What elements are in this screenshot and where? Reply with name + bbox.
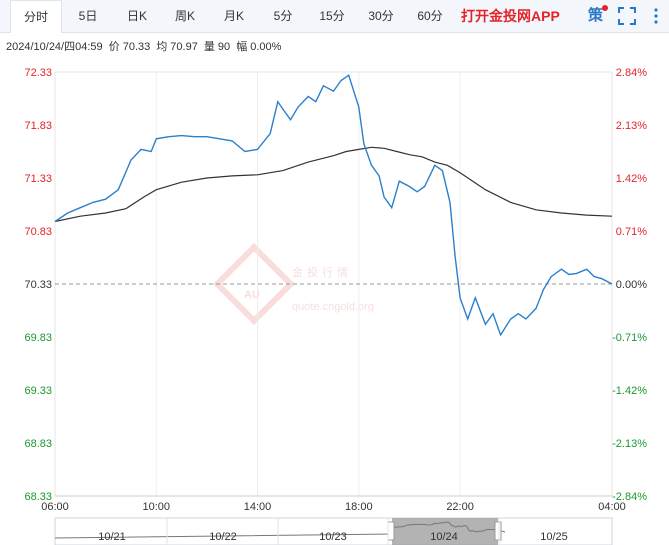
y-tick-label-left: 70.33 <box>24 279 52 291</box>
open-app-link[interactable]: 打开金投网APP <box>461 8 560 24</box>
chart-grid <box>54 71 613 497</box>
y-tick-label-left: 71.83 <box>24 120 52 132</box>
y-tick-label-right: 2.84% <box>616 67 647 79</box>
y-axis-right: 2.84% 2.13% 1.42% 0.71% 0.00% -0.71% -1.42% -2.… <box>612 67 647 503</box>
watermark-url: quote.cngold.org <box>292 301 374 313</box>
watermark: AU 金投行情 quote.cngold.org <box>212 242 374 326</box>
tab-30min[interactable]: 30分 <box>368 9 394 23</box>
y-tick-label-right: -2.84% <box>612 491 647 503</box>
y-tick-label-right: 0.71% <box>616 226 647 238</box>
watermark-name: 金投行情 <box>292 265 352 279</box>
navigator-track <box>54 517 613 545</box>
time-navigator[interactable]: 10/21 10/22 10/23 10/24 10/25 <box>54 517 613 545</box>
strategy-label: 策 <box>588 7 604 24</box>
y-axis-left: 72.33 71.83 71.33 70.83 70.33 69.83 69.33 68.83… <box>24 67 52 503</box>
navigator-date-label: 10/23 <box>319 531 347 543</box>
change-value: 0.00% <box>250 41 282 53</box>
navigator-handle-right <box>494 521 502 541</box>
x-tick-label: 18:00 <box>345 501 373 513</box>
navigator-handle-left <box>387 521 395 541</box>
avg-price-line <box>54 146 613 223</box>
tab-5min[interactable]: 5分 <box>273 9 293 23</box>
y-tick-label-right: 1.42% <box>616 173 647 185</box>
navigator-date-label: 10/21 <box>98 531 126 543</box>
price-line <box>54 74 613 337</box>
y-tick-label-left: 68.33 <box>24 491 52 503</box>
y-tick-label-left: 72.33 <box>24 67 52 79</box>
tab-weekly-k[interactable]: 周K <box>174 9 195 23</box>
navigator-date-label: 10/24 <box>430 531 458 543</box>
tab-15min[interactable]: 15分 <box>319 9 345 23</box>
volume-label: 量 <box>203 41 215 53</box>
quote-info-bar: 2024/10/24/四04:59 价 70.33 均 70.97 量 90 幅 0.0… <box>6 38 284 54</box>
y-tick-label-right: 0.00% <box>616 279 647 291</box>
x-tick-label: 22:00 <box>446 501 474 513</box>
vertical-dots-icon[interactable] <box>648 6 664 26</box>
y-tick-label-right: -2.13% <box>612 438 647 450</box>
navigator-thumbnail-line <box>54 521 506 539</box>
tab-daily-k[interactable]: 日K <box>126 9 147 23</box>
y-tick-label-left: 69.33 <box>24 385 52 397</box>
avg-label: 均 <box>156 41 168 53</box>
tab-monthly-k[interactable]: 月K <box>223 9 244 23</box>
notification-dot <box>602 5 609 11</box>
watermark-logo-icon <box>212 242 296 326</box>
navigator-date-label: 10/25 <box>540 531 568 543</box>
price-value: 70.33 <box>122 41 151 53</box>
change-label: 幅 <box>236 41 248 53</box>
strategy-button[interactable]: 策 <box>588 0 609 32</box>
x-tick-label: 14:00 <box>244 501 272 513</box>
quote-datetime: 2024/10/24/四04:59 <box>6 41 103 53</box>
period-tab-bar: 分时 5日 日K 周K 月K 5分 15分 30分 60分 打开金投网APP 策 <box>0 0 669 33</box>
y-tick-label-right: 2.13% <box>616 120 647 132</box>
x-axis: 06:00 10:00 14:00 18:00 22:00 04:00 <box>41 495 626 513</box>
x-tick-label: 04:00 <box>598 501 626 513</box>
y-tick-label-right: -1.42% <box>612 385 647 397</box>
plot-border <box>54 71 613 497</box>
watermark-logo-text: AU <box>244 289 260 301</box>
fullscreen-icon[interactable] <box>618 7 636 25</box>
y-tick-label-left: 69.83 <box>24 332 52 344</box>
volume-value: 90 <box>217 41 231 53</box>
navigator-date-label: 10/22 <box>209 531 237 543</box>
y-tick-label-right: -0.71% <box>612 332 647 344</box>
avg-value: 70.97 <box>170 41 198 53</box>
x-tick-label: 10:00 <box>143 501 171 513</box>
y-tick-label-left: 71.33 <box>24 173 52 185</box>
tab-5day[interactable]: 5日 <box>78 9 98 23</box>
tab-60min[interactable]: 60分 <box>417 9 443 23</box>
price-label: 价 <box>108 41 120 53</box>
tab-intraday[interactable]: 分时 <box>10 0 62 33</box>
y-tick-label-left: 70.83 <box>24 226 52 238</box>
x-tick-label: 06:00 <box>41 501 69 513</box>
y-tick-label-left: 68.83 <box>24 438 52 450</box>
